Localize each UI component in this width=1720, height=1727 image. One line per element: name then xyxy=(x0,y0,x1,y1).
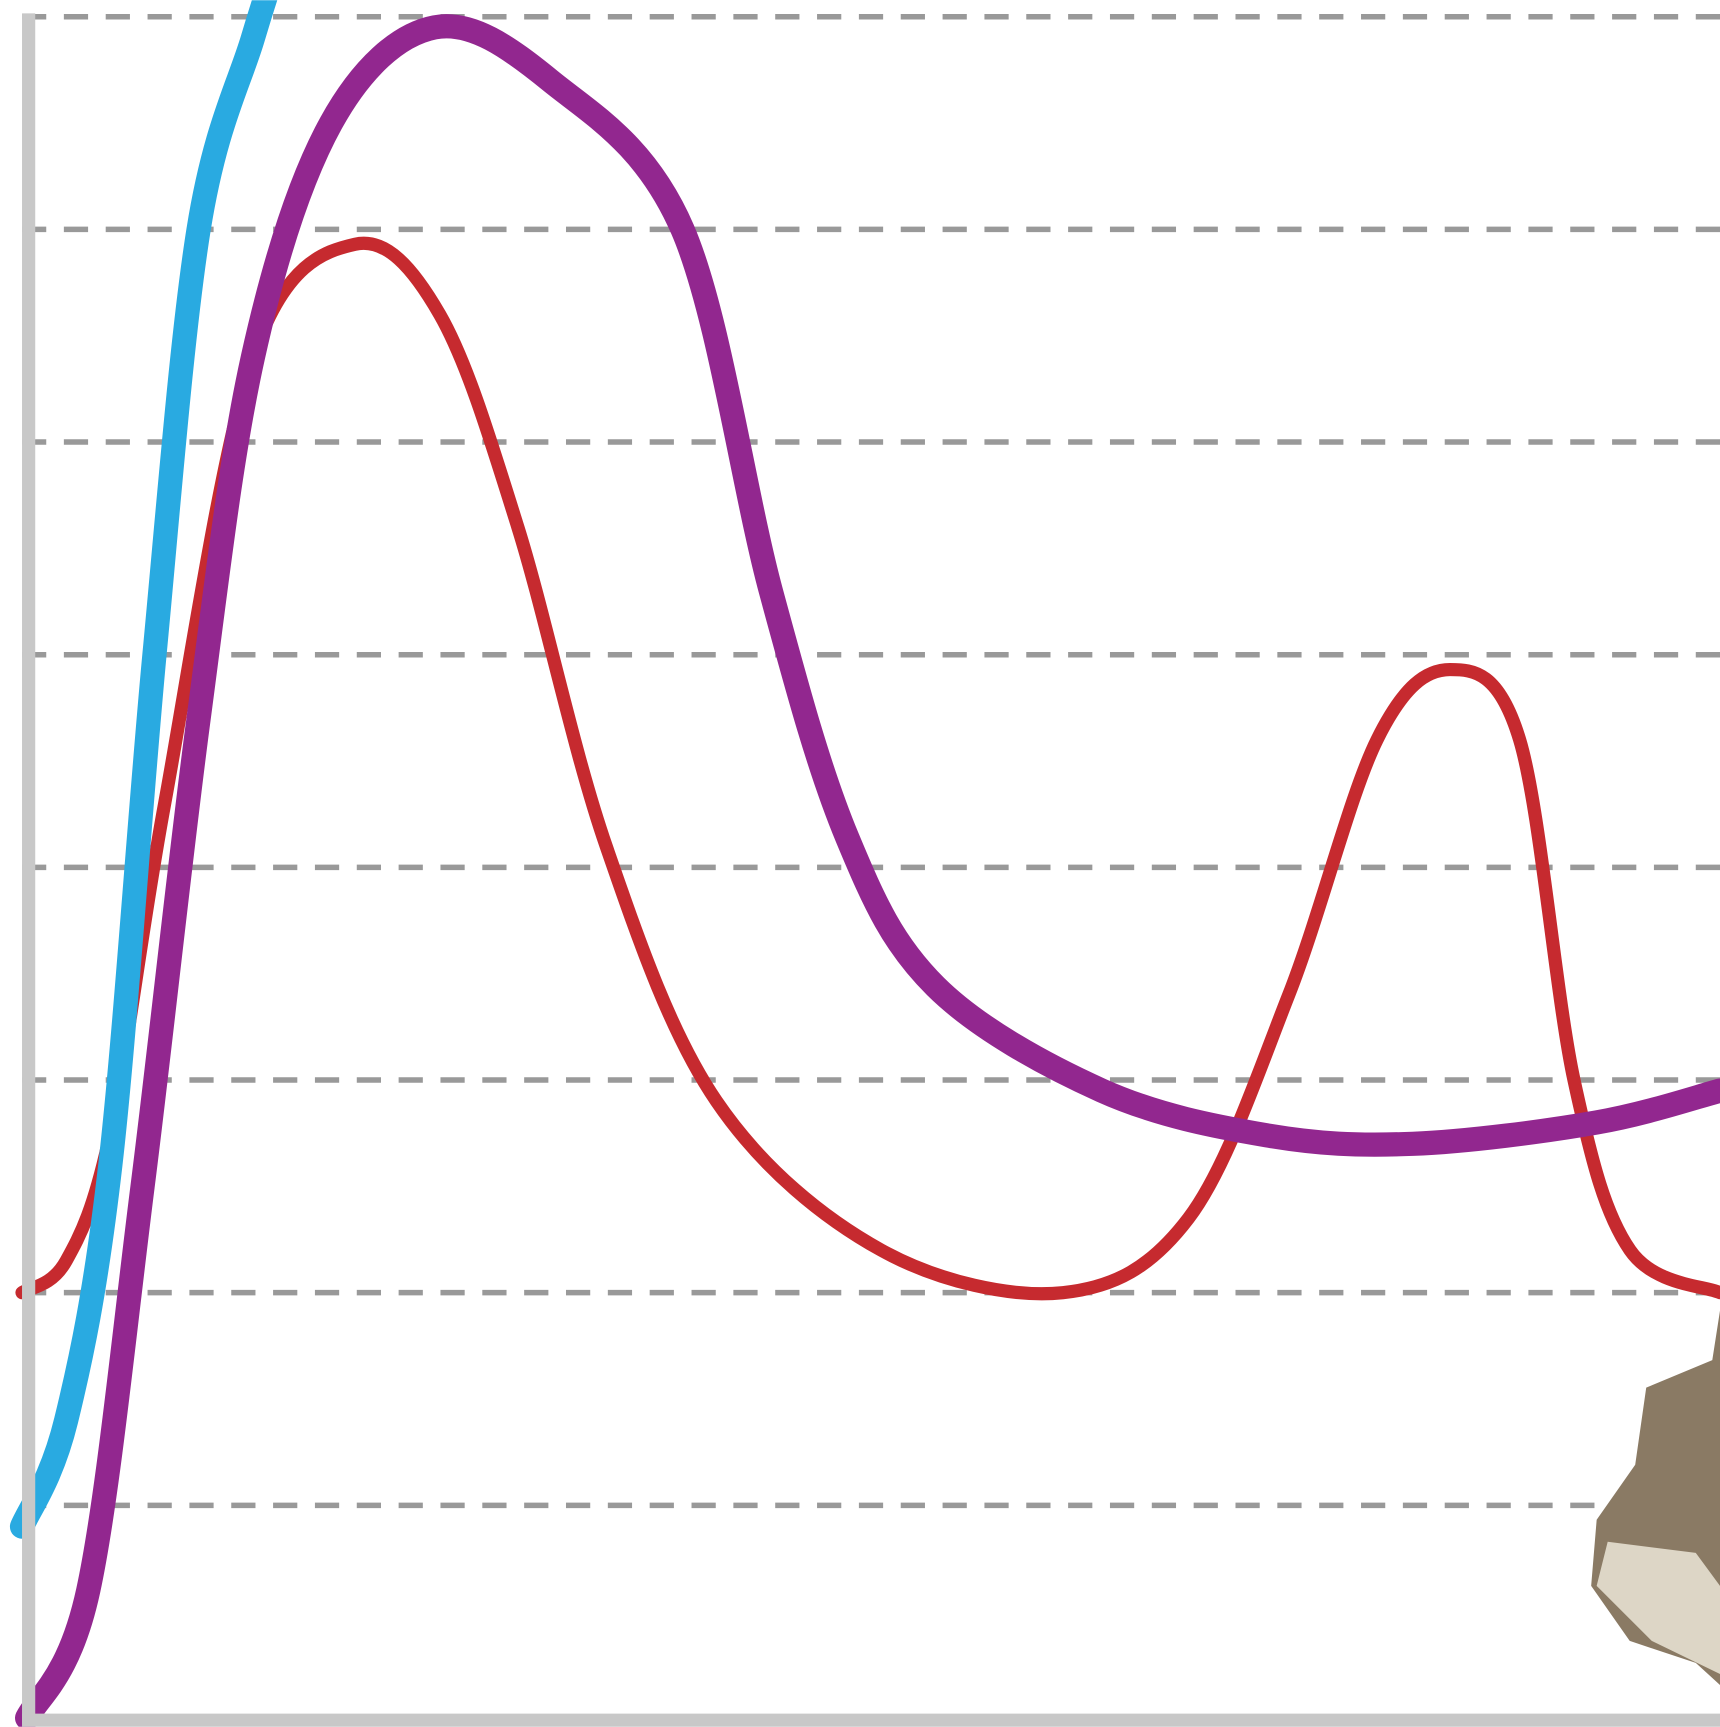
series-line xyxy=(9,0,278,1539)
series-line xyxy=(15,236,1720,1301)
series-line xyxy=(15,14,1720,1727)
photo-fragment xyxy=(1596,1541,1720,1674)
lines xyxy=(9,0,1720,1727)
